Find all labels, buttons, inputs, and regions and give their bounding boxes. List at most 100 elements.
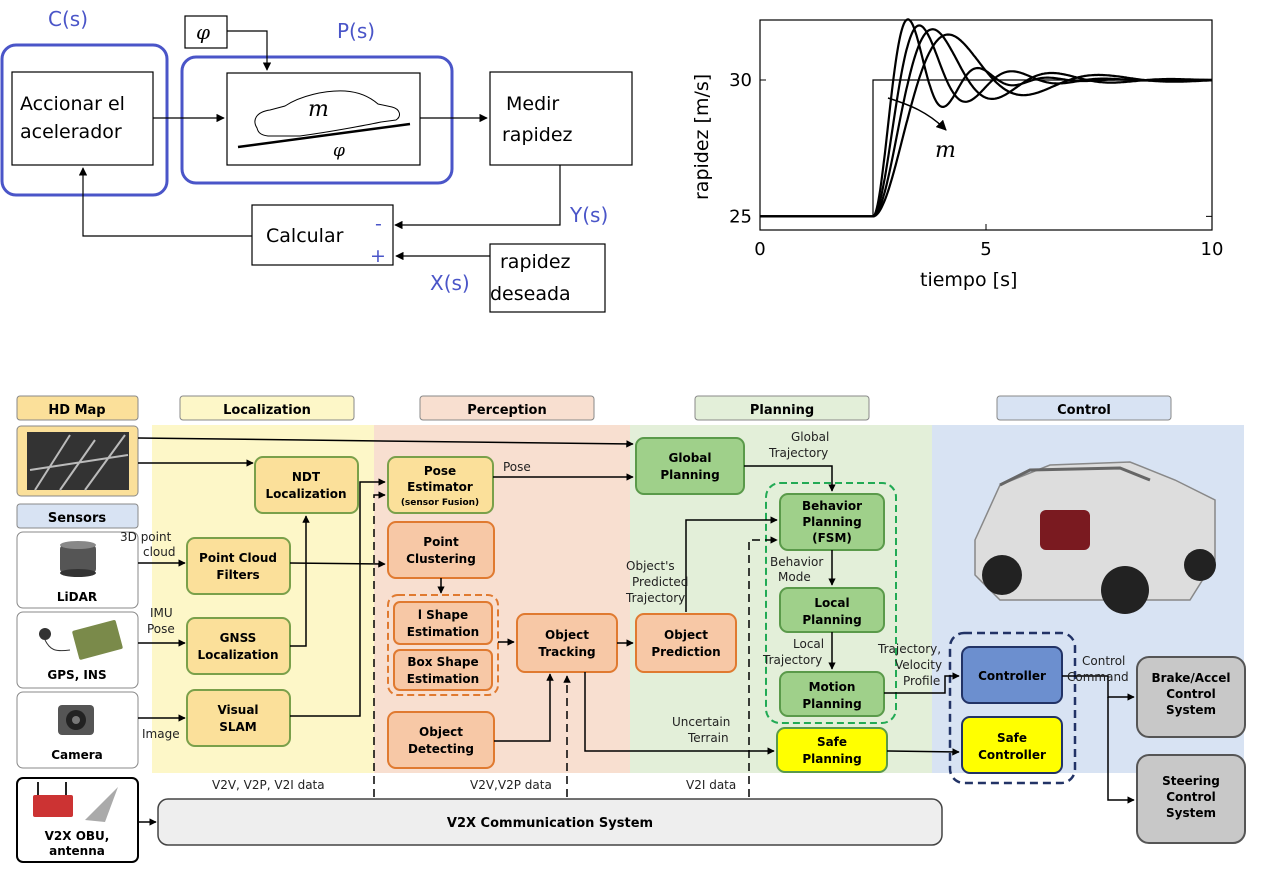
v2x-obu-label-2: antenna bbox=[49, 844, 105, 858]
control-header bbox=[996, 395, 1172, 421]
svg-text:Safe: Safe bbox=[817, 735, 847, 749]
svg-text:Local: Local bbox=[814, 596, 849, 610]
connections bbox=[137, 437, 1135, 826]
accelerator-text-1: Accionar el bbox=[20, 93, 125, 115]
svg-text:Image: Image bbox=[142, 727, 180, 741]
svg-text:Filters: Filters bbox=[216, 568, 259, 582]
svg-text:Tracking: Tracking bbox=[538, 645, 595, 659]
mass-annotation: m bbox=[935, 138, 956, 163]
svg-text:Behavior: Behavior bbox=[770, 555, 823, 569]
response-curve-4 bbox=[760, 33, 1213, 218]
l-shape-estimation-box bbox=[393, 601, 493, 645]
svg-text:Planning: Planning bbox=[660, 468, 719, 482]
calc-box bbox=[251, 204, 394, 266]
svg-text:Controller: Controller bbox=[978, 669, 1046, 683]
p-label: P(s) bbox=[337, 19, 375, 43]
perception-header bbox=[419, 395, 595, 421]
desired-text-1: rapidez bbox=[500, 251, 571, 273]
svg-text:Point Cloud: Point Cloud bbox=[199, 551, 277, 565]
plant-group-outline bbox=[180, 55, 454, 185]
svg-text:Steering: Steering bbox=[1162, 774, 1220, 788]
pose-estimator-box bbox=[387, 456, 494, 514]
svg-text:Velocity: Velocity bbox=[895, 658, 942, 672]
svg-text:cloud: cloud bbox=[143, 545, 176, 559]
vehicle-photo bbox=[974, 461, 1216, 614]
svg-text:Motion: Motion bbox=[809, 680, 856, 694]
visual-slam-box bbox=[186, 689, 291, 747]
x-axis-label: tiempo [s] bbox=[920, 269, 1017, 291]
hdmap-header bbox=[16, 395, 139, 421]
svg-text:Prediction: Prediction bbox=[651, 645, 720, 659]
point-cloud-filters-box bbox=[186, 537, 291, 595]
mass-arrow bbox=[887, 97, 947, 131]
car-outline bbox=[254, 90, 400, 137]
shape-estimation-group bbox=[387, 594, 499, 696]
gps-icon bbox=[39, 620, 123, 660]
svg-text:Mode: Mode bbox=[778, 570, 811, 584]
svg-text:Control: Control bbox=[1166, 687, 1216, 701]
svg-text:Uncertain: Uncertain bbox=[672, 715, 730, 729]
hdmap-image bbox=[27, 432, 129, 490]
x-tick-label: 0 bbox=[754, 239, 765, 260]
plus-sign: + bbox=[370, 245, 386, 267]
point-clustering-box bbox=[387, 521, 495, 579]
svg-text:(FSM): (FSM) bbox=[812, 531, 852, 545]
svg-text:Localization: Localization bbox=[197, 648, 278, 662]
svg-text:Box Shape: Box Shape bbox=[407, 655, 478, 669]
svg-text:Global: Global bbox=[791, 430, 829, 444]
av-architecture-diagram: HD Map Localization Perception Planning … bbox=[16, 395, 1246, 863]
step-response-chart: 0 5 10 25 30 m rapidez [m/s] tiempo [s] bbox=[691, 18, 1224, 291]
svg-text:Planning: Planning bbox=[802, 515, 861, 529]
svg-text:Behavior: Behavior bbox=[802, 499, 862, 513]
svg-text:Command: Command bbox=[1067, 670, 1129, 684]
svg-text:Clustering: Clustering bbox=[406, 552, 476, 566]
steering-system-box bbox=[1136, 754, 1246, 844]
svg-text:Trajectory: Trajectory bbox=[762, 653, 822, 667]
svg-text:Global: Global bbox=[668, 451, 711, 465]
svg-text:V2V, V2P, V2I data: V2V, V2P, V2I data bbox=[212, 778, 325, 792]
svg-text:(sensor Fusion): (sensor Fusion) bbox=[401, 498, 479, 508]
controller-group bbox=[948, 631, 1077, 785]
y-label: Y(s) bbox=[569, 203, 608, 227]
controller-box bbox=[961, 646, 1063, 704]
svg-text:Trajectory: Trajectory bbox=[625, 591, 685, 605]
planning-header-text: Planning bbox=[750, 403, 814, 418]
x-tick-label: 10 bbox=[1201, 239, 1224, 260]
svg-text:Terrain: Terrain bbox=[687, 731, 729, 745]
camera-label: Camera bbox=[51, 748, 103, 762]
svg-text:V2I data: V2I data bbox=[686, 778, 736, 792]
svg-text:Estimation: Estimation bbox=[407, 625, 479, 639]
road-incline bbox=[237, 122, 411, 149]
svg-text:Object: Object bbox=[664, 628, 708, 642]
lidar-label: LiDAR bbox=[57, 590, 97, 604]
measure-text-1: Medir bbox=[506, 93, 559, 115]
c-label: C(s) bbox=[48, 7, 88, 31]
svg-text:Controller: Controller bbox=[978, 748, 1046, 762]
perception-header-text: Perception bbox=[467, 403, 546, 418]
svg-text:GNSS: GNSS bbox=[220, 631, 257, 645]
svg-text:System: System bbox=[1166, 806, 1216, 820]
svg-text:Planning: Planning bbox=[802, 752, 861, 766]
svg-text:NDT: NDT bbox=[292, 470, 321, 484]
svg-text:Pose: Pose bbox=[424, 464, 456, 478]
svg-text:Planning: Planning bbox=[802, 613, 861, 627]
road-angle-symbol: φ bbox=[333, 141, 345, 161]
svg-text:System: System bbox=[1166, 703, 1216, 717]
svg-text:Trajectory: Trajectory bbox=[768, 446, 828, 460]
planning-header bbox=[694, 395, 870, 421]
accelerator-text-2: acelerador bbox=[20, 121, 122, 143]
car-box bbox=[226, 72, 421, 166]
svg-text:Object's: Object's bbox=[626, 559, 675, 573]
v2x-obu-label-1: V2X OBU, bbox=[45, 829, 110, 843]
svg-text:V2X Communication System: V2X Communication System bbox=[447, 816, 653, 831]
y-axis-label: rapidez [m/s] bbox=[691, 74, 713, 200]
svg-text:Control: Control bbox=[1166, 790, 1216, 804]
sensors-header-text: Sensors bbox=[48, 511, 107, 526]
x-label: X(s) bbox=[430, 271, 470, 295]
svg-text:Profile: Profile bbox=[903, 674, 940, 688]
svg-text:Estimator: Estimator bbox=[407, 480, 473, 494]
measure-box bbox=[489, 71, 633, 166]
edge-labels: 3D point cloud IMU Pose Image Pose Globa… bbox=[120, 430, 1129, 792]
object-prediction-box bbox=[635, 613, 737, 673]
svg-text:SLAM: SLAM bbox=[219, 720, 257, 734]
